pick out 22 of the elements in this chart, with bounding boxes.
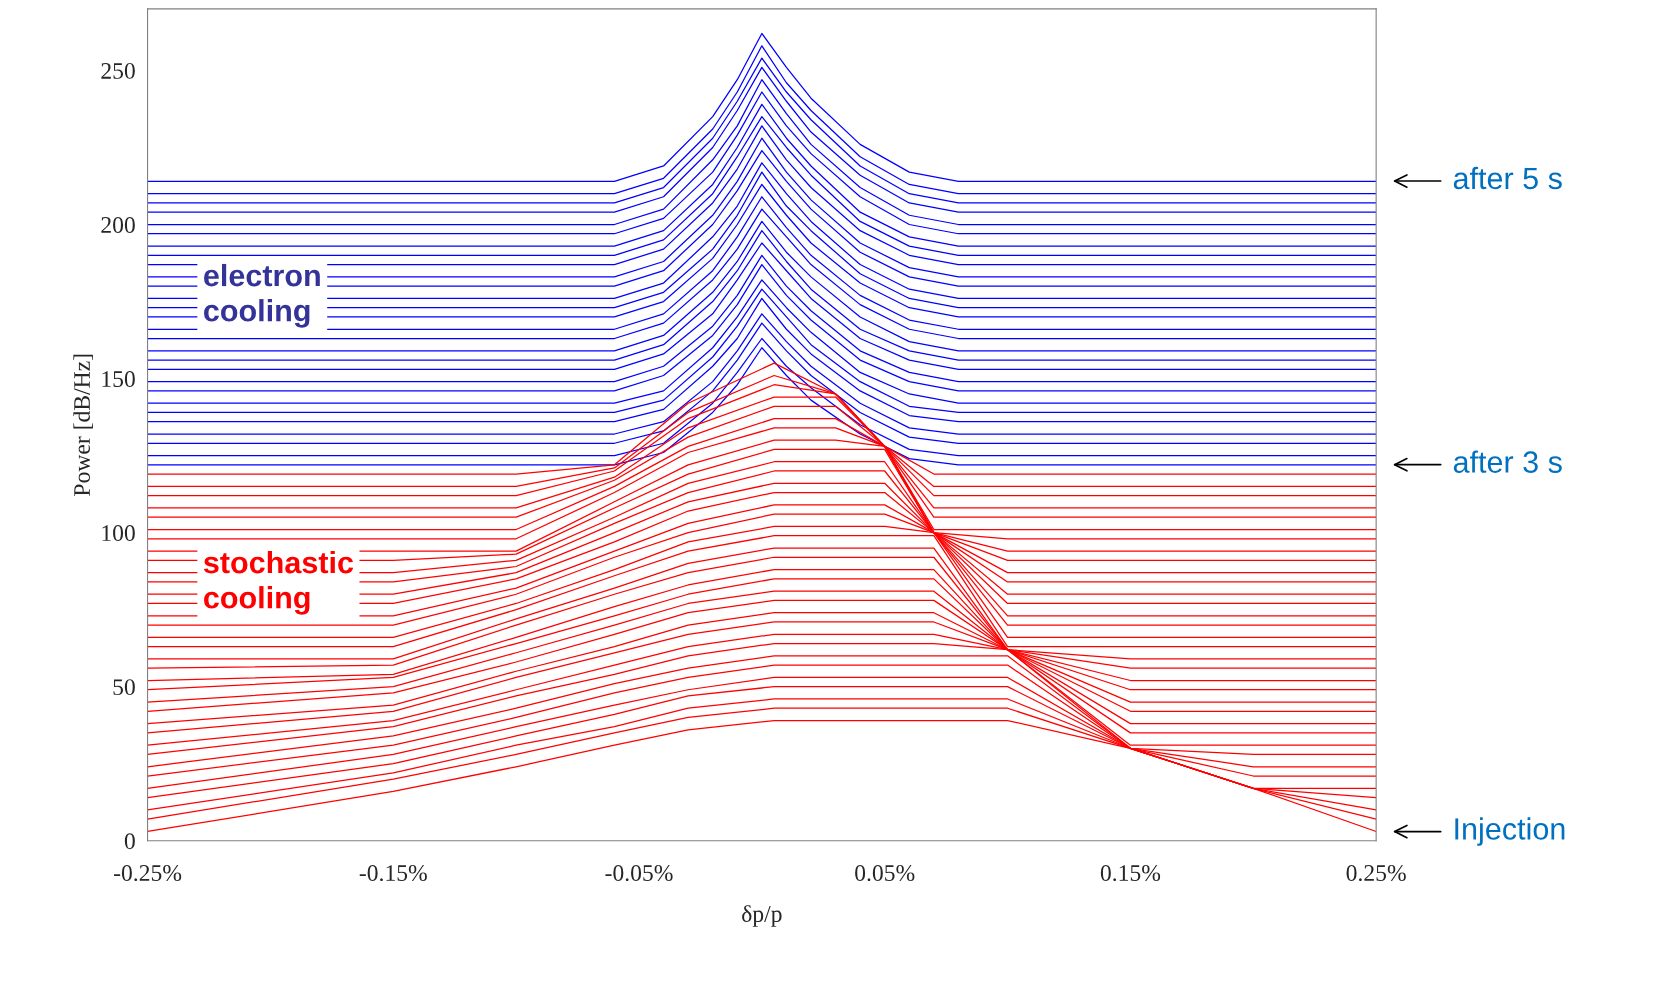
x-tick-label: -0.25%	[114, 865, 182, 882]
x-tick-label: 0.05%	[855, 865, 915, 882]
text: Injection	[1455, 817, 1565, 846]
x-tick-label: -0.15%	[359, 865, 427, 882]
x-tick-label: 0.15%	[1100, 865, 1161, 882]
x-tick-label: 0.25%	[1346, 865, 1406, 882]
y-tick-label: 0	[124, 833, 135, 850]
y-tick-label: 50	[113, 679, 135, 696]
y-tick-label: 100	[102, 525, 135, 542]
text: after 5 s	[1453, 166, 1562, 190]
y-axis-title: Power [dB/Hz]	[73, 354, 93, 496]
y-tick-label: 150	[102, 371, 135, 387]
annotation: electron cooling	[204, 263, 320, 328]
x-tick-label: -0.05%	[605, 865, 673, 882]
y-tick-label: 250	[101, 62, 135, 79]
y-tick-label: 200	[101, 216, 135, 233]
x-axis-title: δp/p	[742, 905, 782, 927]
annotation: stochastic cooling	[203, 550, 354, 615]
text: after 3 s	[1453, 450, 1562, 473]
line-series	[147, 196, 1377, 330]
line-series	[147, 32, 1377, 182]
line-series	[147, 208, 1377, 340]
